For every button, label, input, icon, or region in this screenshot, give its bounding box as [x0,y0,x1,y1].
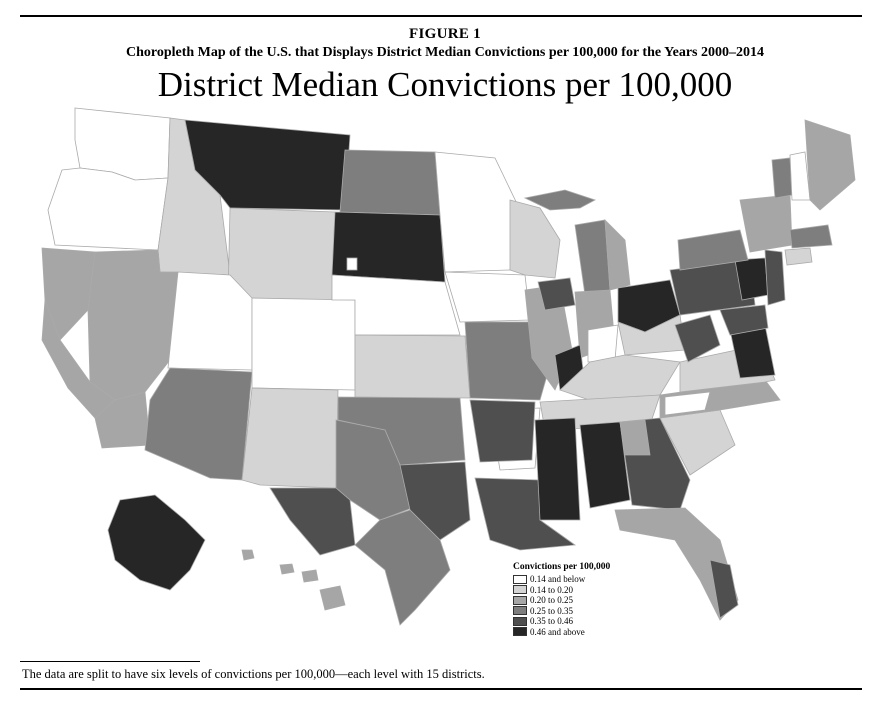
region-e-texas [399,461,471,541]
region-new-jersey [764,249,786,306]
footnote: The data are split to have six levels of… [22,667,485,681]
region-unfilled-patch [346,257,358,271]
region-florida [614,507,739,621]
legend-label: 0.20 to 0.25 [530,595,574,606]
map-title: District Median Convictions per 100,000 [157,65,733,104]
top-rule [20,15,862,17]
region-mississippi [534,417,581,521]
region-colorado [251,297,356,391]
legend-label: 0.46 and above [530,626,585,637]
region-michigan-e [604,218,631,291]
us-district-map [41,107,856,626]
region-hawaii-4 [319,585,346,611]
region-maryland [719,304,769,336]
region-new-hampshire [789,151,811,201]
legend-label: 0.14 to 0.20 [530,584,574,595]
region-massachusetts [789,224,833,249]
region-alabama [579,421,631,509]
region-n-california [41,247,96,341]
region-connecticut [784,247,813,266]
region-s-florida [709,559,739,619]
region-arizona [144,367,253,481]
bottom-rule [20,688,862,690]
region-kansas [354,334,471,399]
region-missouri [464,321,551,401]
map-legend: Convictions per 100,000 0.14 and below 0.… [513,562,648,637]
region-s-texas [354,509,451,626]
region-new-mexico [241,387,339,489]
region-south-dakota [331,211,446,283]
region-wyoming [227,207,336,301]
region-hawaii-2 [279,563,295,575]
region-mich-up [523,189,597,211]
figure-caption: Choropleth Map of the U.S. that Displays… [125,45,765,60]
region-arkansas [469,399,536,463]
legend-label: 0.14 and below [530,574,586,585]
region-n-georgia [619,419,651,456]
region-hawaii-1 [241,549,255,561]
legend-swatch [513,627,527,637]
region-north-dakota [339,149,441,216]
region-utah [167,271,253,371]
region-s-california [94,391,151,449]
legend-swatch [513,574,527,584]
legend-title: Convictions per 100,000 [513,562,611,572]
region-minnesota [434,151,521,273]
legend-label: 0.35 to 0.46 [530,616,574,627]
region-nc-west [664,391,711,416]
region-s-indiana [587,324,619,363]
legend-swatch [513,595,527,605]
region-maine [804,119,856,211]
region-wisconsin [509,199,561,279]
region-iowa [444,271,531,323]
footnote-rule [20,661,200,662]
region-hawaii-3 [301,569,319,583]
region-n-illinois [537,277,576,311]
region-w-virginia [674,314,721,363]
region-vermont [771,157,793,199]
legend-item: 0.14 and below [513,574,648,585]
legend-swatch [513,606,527,616]
region-alaska [107,494,206,591]
legend-swatch [513,616,527,626]
region-nevada [87,249,179,401]
legend-item: 0.20 to 0.25 [513,595,648,606]
region-new-york [739,194,793,253]
region-new-york-w [677,229,749,271]
figure-label: FIGURE 1 [409,26,481,42]
legend-item: 0.46 and above [513,627,648,638]
region-oregon [47,167,169,251]
region-w-texas [269,487,356,556]
legend-item: 0.35 to 0.46 [513,616,648,627]
legend-swatch [513,585,527,595]
legend-item: 0.14 to 0.20 [513,585,648,596]
region-michigan-w [574,219,611,296]
legend-label: 0.25 to 0.35 [530,605,574,616]
legend-item: 0.25 to 0.35 [513,606,648,617]
